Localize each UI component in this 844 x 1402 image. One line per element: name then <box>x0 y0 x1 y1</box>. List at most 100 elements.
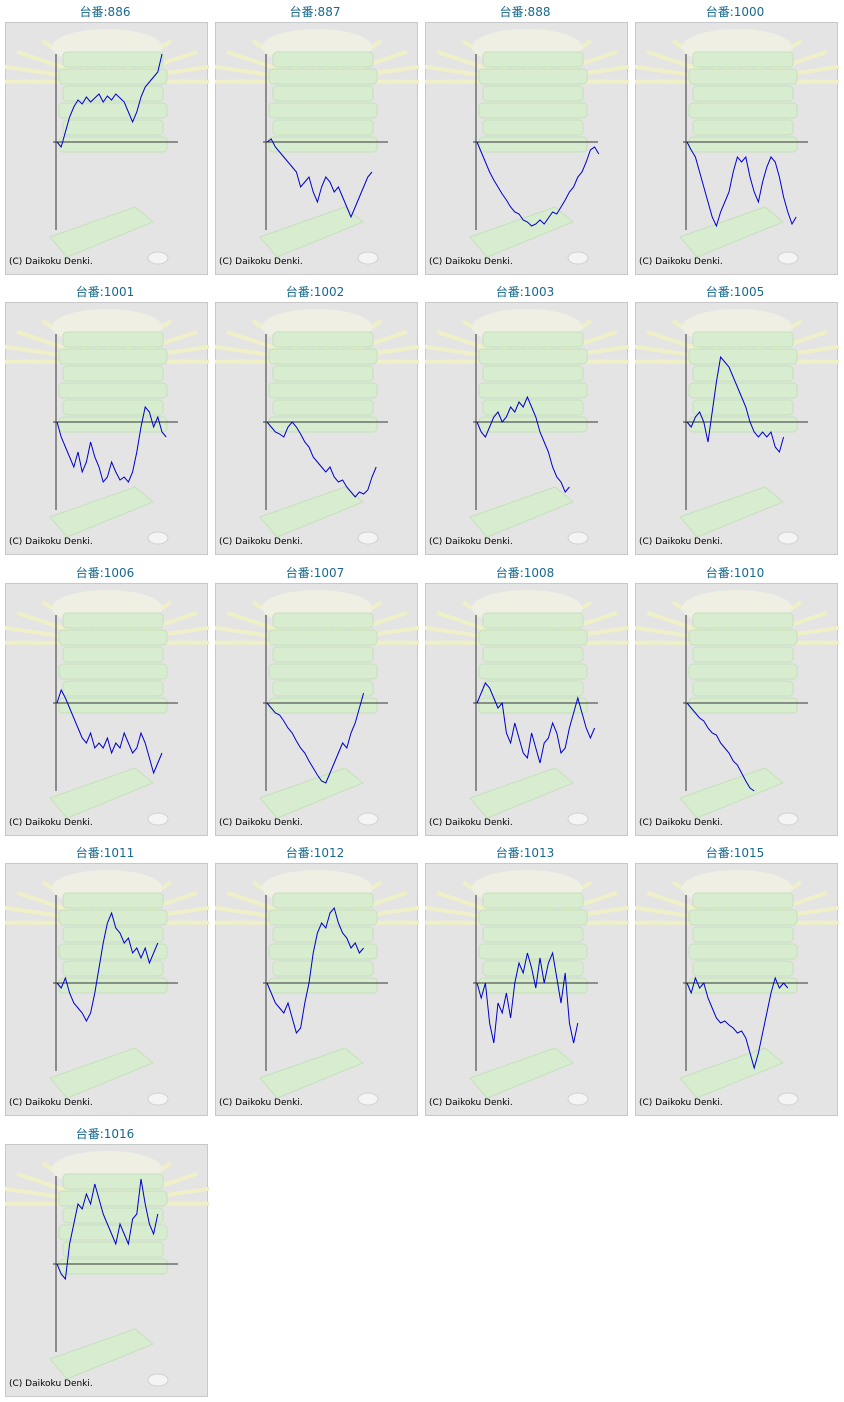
stack <box>693 52 793 67</box>
stack <box>269 137 377 152</box>
chart-title: 台番:1013 <box>420 844 630 861</box>
chart: (C) Daikoku Denki. <box>635 583 839 837</box>
chart: (C) Daikoku Denki. <box>215 863 419 1117</box>
stack <box>269 383 377 398</box>
stack <box>689 103 797 118</box>
stack <box>269 417 377 432</box>
chart-title: 台番:1002 <box>210 283 420 300</box>
stack <box>689 664 797 679</box>
chart-title: 台番:886 <box>0 3 210 20</box>
stack <box>479 137 587 152</box>
coin <box>358 1093 378 1105</box>
chart-cell: 台番:1007(C) Daikoku Denki. <box>210 561 420 841</box>
stack <box>483 86 583 101</box>
chart-title: 台番:887 <box>210 3 420 20</box>
stack <box>59 137 167 152</box>
stack <box>59 69 167 84</box>
chart: (C) Daikoku Denki. <box>5 1144 209 1398</box>
stack <box>689 910 797 925</box>
stack <box>269 698 377 713</box>
stack <box>479 978 587 993</box>
stack <box>483 332 583 347</box>
credit: (C) Daikoku Denki. <box>639 818 723 828</box>
chart: (C) Daikoku Denki. <box>425 863 629 1117</box>
chart-cell: 台番:1012 (C) Daikoku Denki. <box>210 841 420 1121</box>
stack <box>693 400 793 415</box>
credit: (C) Daikoku Denki. <box>9 818 93 828</box>
coin <box>778 1093 798 1105</box>
chart: (C) Daikoku Denki. <box>5 583 209 837</box>
chart-cell: 台番:1002 (C) Daikoku Denki. <box>210 280 420 560</box>
stack <box>269 630 377 645</box>
credit: (C) Daikoku Denki. <box>639 257 723 267</box>
credit: (C) Daikoku Denki. <box>429 537 513 547</box>
coin <box>778 532 798 544</box>
credit: (C) Daikoku Denki. <box>9 537 93 547</box>
chart-title: 台番:1016 <box>0 1125 210 1142</box>
stack <box>689 698 797 713</box>
coin <box>568 532 588 544</box>
chart-cell: 台番:886(C) Daikoku Denki. <box>0 0 210 280</box>
chart-cell: 台番:1000(C) Daikoku Denki. <box>630 0 840 280</box>
coin <box>148 813 168 825</box>
stack <box>693 120 793 135</box>
chart-title: 台番:1005 <box>630 283 840 300</box>
stack <box>693 86 793 101</box>
coin <box>148 1093 168 1105</box>
coin <box>358 813 378 825</box>
coin <box>778 252 798 264</box>
chart-cell: 台番:1003 (C) Daikoku Denki. <box>420 280 630 560</box>
stack <box>63 927 163 942</box>
chart-cell: 台番:887 (C) Daikoku Denki. <box>210 0 420 280</box>
coin <box>568 813 588 825</box>
stack <box>59 383 167 398</box>
chart-title: 台番:1010 <box>630 564 840 581</box>
credit: (C) Daikoku Denki. <box>429 1098 513 1108</box>
chart-title: 台番:1007 <box>210 564 420 581</box>
stack <box>63 52 163 67</box>
stack <box>59 944 167 959</box>
chart-cell: 台番:1008(C) Daikoku Denki. <box>420 561 630 841</box>
chart-title: 台番:1003 <box>420 283 630 300</box>
chart: (C) Daikoku Denki. <box>425 583 629 837</box>
credit: (C) Daikoku Denki. <box>639 537 723 547</box>
stack <box>483 681 583 696</box>
stack <box>483 613 583 628</box>
stack <box>63 366 163 381</box>
stack <box>693 961 793 976</box>
stack <box>63 613 163 628</box>
stack <box>479 69 587 84</box>
stack <box>63 1174 163 1189</box>
chart-title: 台番:1015 <box>630 844 840 861</box>
stack <box>63 681 163 696</box>
stack <box>273 332 373 347</box>
stack <box>273 400 373 415</box>
coin <box>148 252 168 264</box>
chart-title: 台番:1011 <box>0 844 210 861</box>
stack <box>273 613 373 628</box>
coin <box>778 813 798 825</box>
stack <box>693 613 793 628</box>
stack <box>483 120 583 135</box>
stack <box>693 366 793 381</box>
credit: (C) Daikoku Denki. <box>9 1098 93 1108</box>
stack <box>63 893 163 908</box>
stack <box>269 349 377 364</box>
stack <box>479 664 587 679</box>
chart-title: 台番:1006 <box>0 564 210 581</box>
chart-cell: 台番:888(C) Daikoku Denki. <box>420 0 630 280</box>
chart-cell: 台番:1001(C) Daikoku Denki. <box>0 280 210 560</box>
chart-title: 台番:1012 <box>210 844 420 861</box>
coin <box>568 1093 588 1105</box>
stack <box>63 400 163 415</box>
stack <box>693 647 793 662</box>
stack <box>693 332 793 347</box>
stack <box>59 630 167 645</box>
chart: (C) Daikoku Denki. <box>215 302 419 556</box>
coin <box>148 1374 168 1386</box>
stack <box>479 103 587 118</box>
chart: (C) Daikoku Denki. <box>215 22 419 276</box>
chart: (C) Daikoku Denki. <box>425 22 629 276</box>
stack <box>59 417 167 432</box>
